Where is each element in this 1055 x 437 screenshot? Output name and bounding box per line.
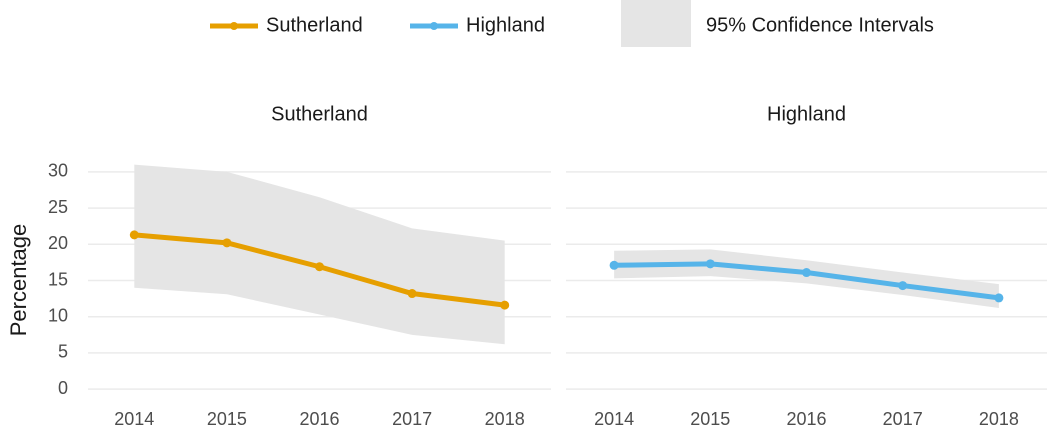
x-tick-label: 2018 <box>979 409 1019 429</box>
legend-swatch-dot <box>230 22 238 30</box>
legend-label: Sutherland <box>266 14 363 36</box>
y-tick-label: 25 <box>48 197 68 217</box>
x-tick-label: 2016 <box>786 409 826 429</box>
x-tick-label: 2017 <box>883 409 923 429</box>
y-tick-label: 20 <box>48 233 68 253</box>
y-tick-label: 15 <box>48 269 68 289</box>
y-axis-label: Percentage <box>6 224 31 337</box>
point <box>609 260 619 270</box>
point <box>129 230 139 240</box>
point <box>407 289 417 299</box>
point <box>898 281 908 291</box>
legend-label: 95% Confidence Intervals <box>706 14 934 36</box>
panel-title: Sutherland <box>271 103 368 125</box>
point <box>315 262 324 272</box>
point <box>994 293 1004 303</box>
y-tick-label: 30 <box>48 161 68 181</box>
y-tick-label: 10 <box>48 305 68 325</box>
y-tick-label: 5 <box>58 342 68 362</box>
legend-swatch-dot <box>430 22 438 30</box>
x-tick-label: 2014 <box>114 409 154 429</box>
x-tick-label: 2014 <box>594 409 634 429</box>
x-tick-label: 2016 <box>299 409 339 429</box>
legend-ci-swatch <box>621 0 691 47</box>
point <box>705 259 715 269</box>
panel-title: Highland <box>767 103 846 125</box>
x-tick-label: 2015 <box>207 409 247 429</box>
point <box>802 268 811 278</box>
legend-label: Highland <box>466 14 545 36</box>
x-tick-label: 2017 <box>392 409 432 429</box>
confidence-band <box>614 249 999 309</box>
point <box>500 300 510 310</box>
x-tick-label: 2015 <box>690 409 730 429</box>
y-tick-label: 0 <box>58 378 68 398</box>
confidence-band <box>134 164 505 345</box>
point <box>222 238 232 248</box>
x-tick-label: 2018 <box>485 409 525 429</box>
